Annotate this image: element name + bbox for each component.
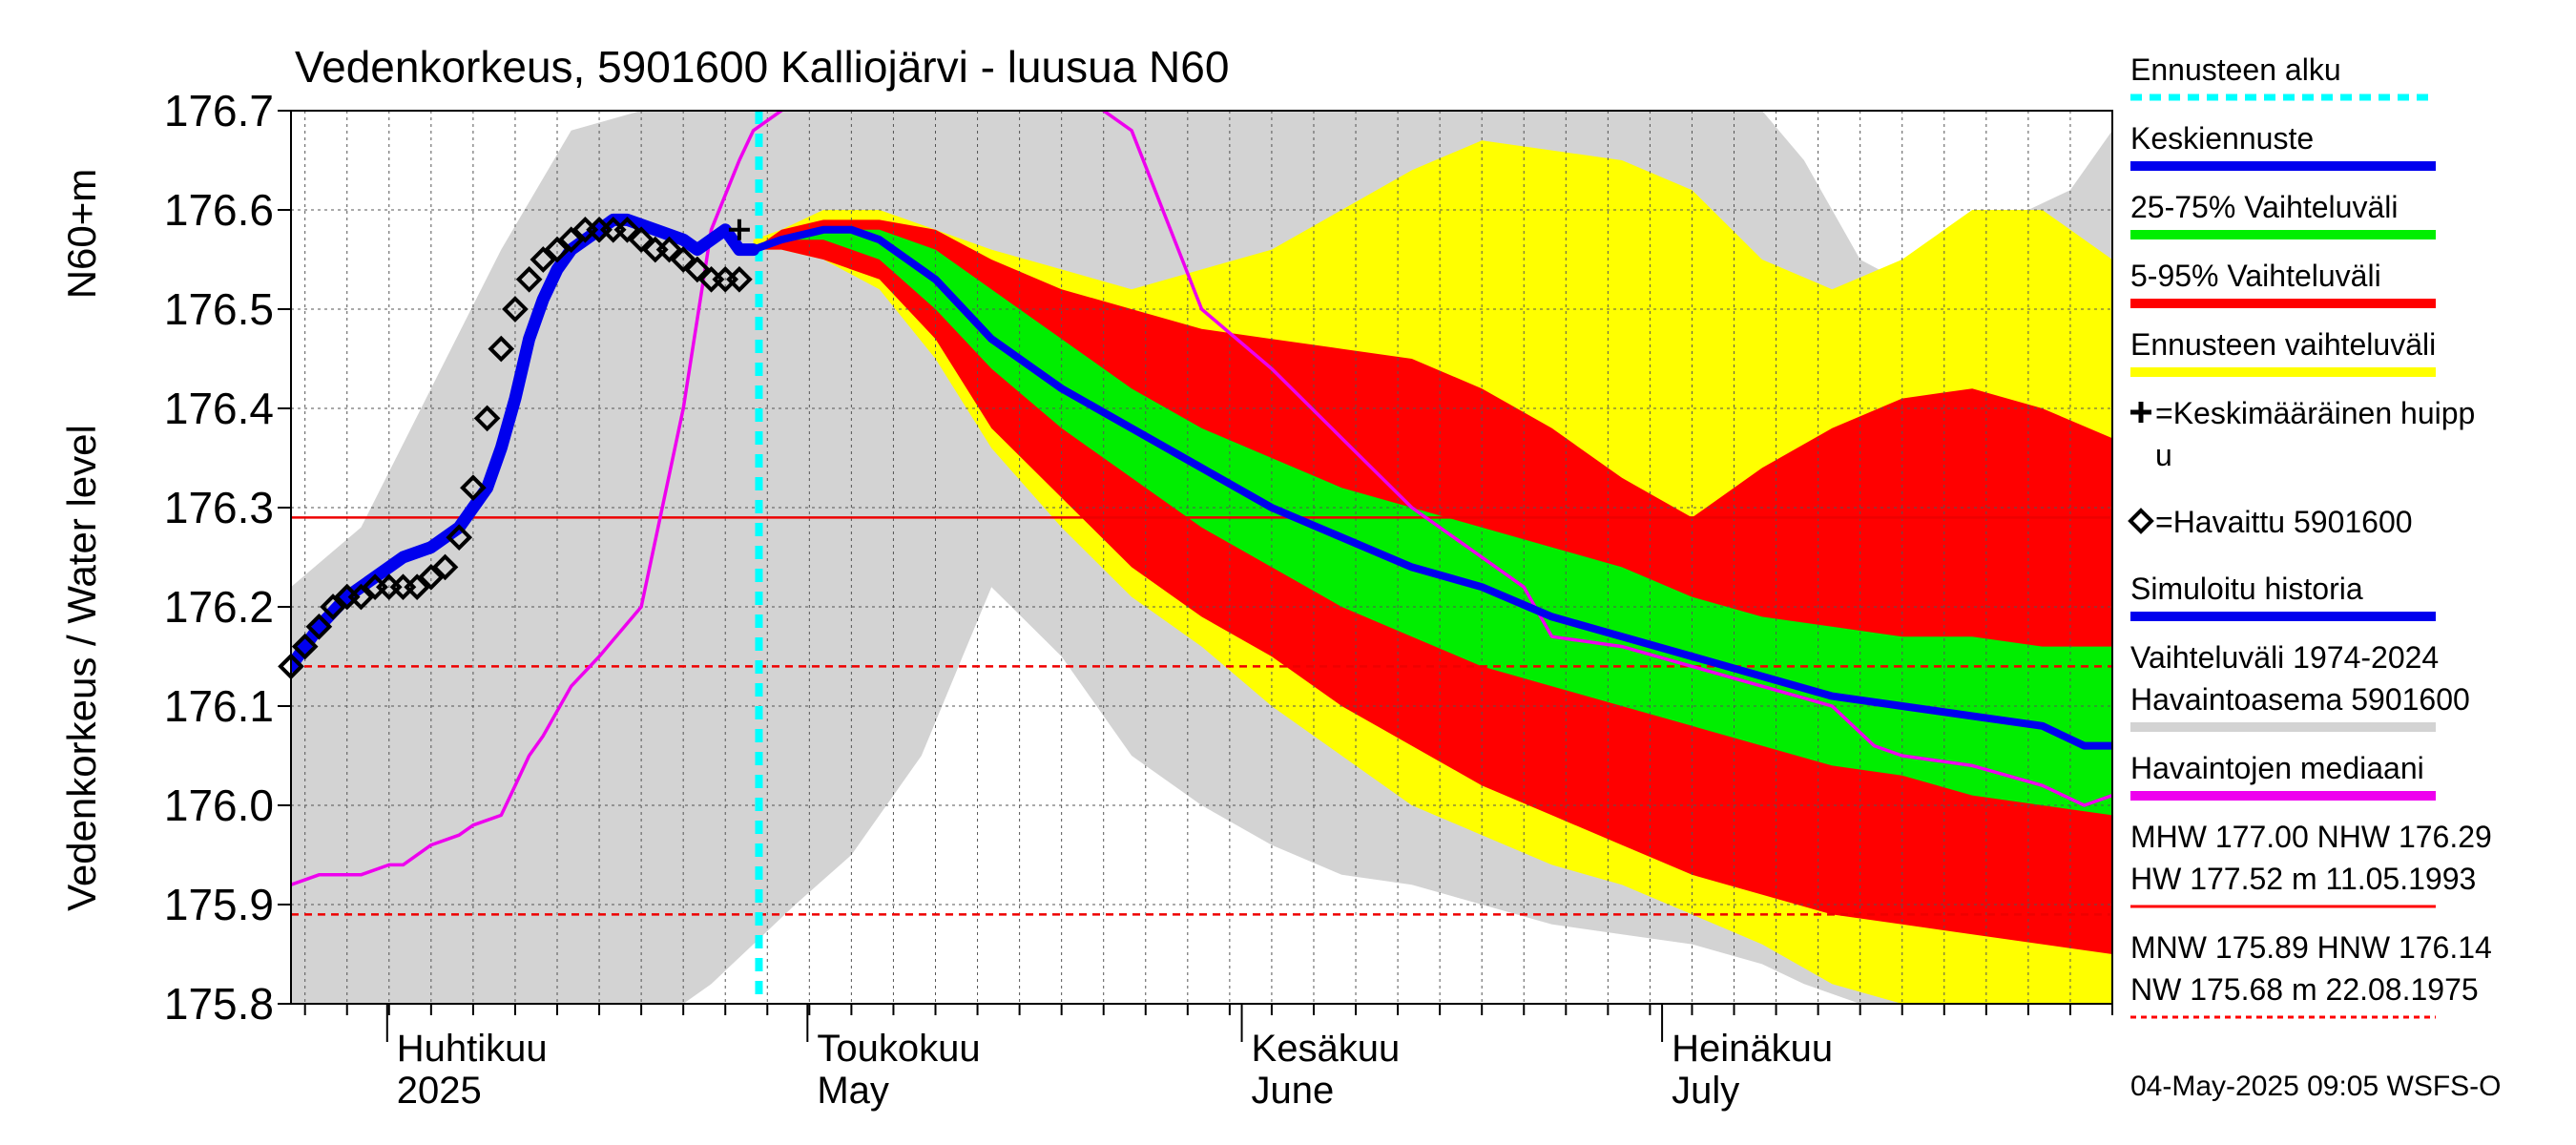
- y-tick-label: 176.7: [164, 86, 274, 135]
- y-tick-label: 176.0: [164, 781, 274, 830]
- x-month-label-en: May: [817, 1070, 889, 1112]
- y-tick-label: 175.8: [164, 979, 274, 1029]
- series-lines: [291, 111, 2112, 886]
- observed-point: [515, 265, 543, 293]
- legend-symbol-6: [2128, 508, 2154, 534]
- observed-point: [291, 633, 319, 660]
- observed-point: [404, 573, 430, 601]
- x-month-label: Toukokuu: [817, 1028, 980, 1070]
- chart-title: Vedenkorkeus, 5901600 Kalliojärvi - luus…: [295, 42, 1229, 92]
- plot-frame: [290, 110, 2113, 1005]
- legend-label-1: Keskiennuste: [2130, 121, 2314, 156]
- reference-lines: [291, 111, 2112, 1004]
- legend-label-5: u: [2155, 438, 2172, 472]
- legend-label-6: =Havaittu 5901600: [2155, 505, 2413, 539]
- legend-label-8: Vaihteluväli 1974-2024: [2130, 640, 2439, 675]
- observed-point: [684, 256, 711, 283]
- legend-label-8: Havaintoasema 5901600: [2130, 682, 2470, 717]
- observed-point: [530, 246, 557, 273]
- legend-label-0: Ennusteen alku: [2130, 52, 2341, 87]
- observed-point: [431, 553, 459, 581]
- y-tick-label: 176.5: [164, 284, 274, 334]
- observed-point: [488, 335, 515, 363]
- observed-point: [347, 583, 375, 611]
- y-tick-label: 175.9: [164, 880, 274, 929]
- legend-label-5: =Keskimääräinen huipp: [2155, 396, 2475, 430]
- y-tick-label: 176.4: [164, 384, 274, 433]
- legend-label-10: HW 177.52 m 11.05.1993: [2130, 862, 2476, 896]
- observed-point: [446, 524, 473, 552]
- y-axis-label: Vedenkorkeus / Water level: [59, 425, 104, 911]
- simulated-history-line: [291, 213, 760, 673]
- x-month-label-en: 2025: [397, 1070, 482, 1112]
- y-axis-unit: N60+m: [59, 169, 104, 300]
- y-tick-label: 176.2: [164, 582, 274, 632]
- legend-label-11: NW 175.68 m 22.08.1975: [2130, 972, 2479, 1007]
- x-month-label: Huhtikuu: [397, 1028, 548, 1070]
- legend-label-11: MNW 175.89 HNW 176.14: [2130, 930, 2492, 965]
- y-tick-label: 176.3: [164, 483, 274, 532]
- legend-label-4: Ennusteen vaihteluväli: [2130, 327, 2436, 362]
- observed-point: [473, 405, 501, 432]
- observed-point: [320, 593, 346, 620]
- legend-label-2: 25-75% Vaihteluväli: [2130, 190, 2398, 224]
- legend-label-3: 5-95% Vaihteluväli: [2130, 259, 2381, 293]
- mean-peak-marker: [728, 219, 750, 240]
- legend: Ennusteen alku Keskiennuste 25-75% Vaihtel…: [2128, 52, 2492, 1019]
- observed-point: [613, 216, 641, 243]
- observed-point: [502, 296, 529, 323]
- y-tick-label: 176.6: [164, 185, 274, 235]
- observed-point: [655, 236, 683, 263]
- x-month-label-en: June: [1252, 1070, 1335, 1112]
- legend-label-10: MHW 177.00 NHW 176.29: [2130, 820, 2492, 854]
- legend-label-9: Havaintojen mediaani: [2130, 751, 2424, 785]
- observed-point: [628, 226, 654, 254]
- y-axis-ticks: 176.7 176.6 176.5 176.4 176.3 176.2 176.1 176.0…: [164, 86, 291, 1029]
- x-month-label: Kesäkuu: [1252, 1028, 1401, 1070]
- observed-point: [726, 265, 753, 293]
- timestamp: 04-May-2025 09:05 WSFS-O: [2130, 1071, 2502, 1102]
- observed-point: [305, 613, 333, 640]
- y-tick-label: 176.1: [164, 681, 274, 731]
- legend-symbol-5: [2130, 402, 2151, 423]
- x-month-label: Heinäkuu: [1672, 1028, 1833, 1070]
- x-month-label-en: July: [1672, 1070, 1739, 1112]
- observed-point: [418, 563, 445, 591]
- legend-label-7: Simuloitu historia: [2130, 572, 2363, 606]
- mean-forecast-line: [749, 225, 2112, 750]
- observed-point: [670, 246, 696, 273]
- observed-point: [544, 236, 571, 263]
- median-line: [291, 111, 2112, 886]
- observed-point: [460, 474, 487, 502]
- observed-point: [557, 226, 585, 254]
